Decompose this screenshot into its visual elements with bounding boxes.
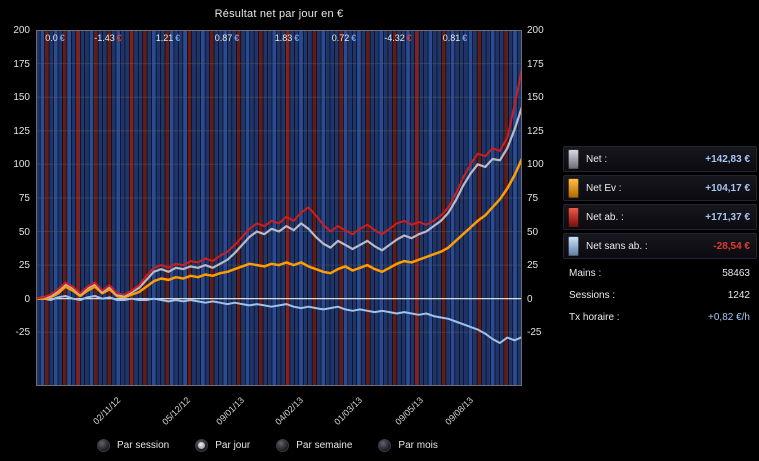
legend-value: +104,17 € xyxy=(705,182,750,194)
x-axis-label: 05/12/12 xyxy=(160,395,193,427)
legend-label: Net : xyxy=(586,153,608,165)
legend-swatch xyxy=(568,236,579,256)
y-axis-left: 200 175 150 125 100 75 50 25 0 -25 xyxy=(0,25,32,386)
y-axis-label: 150 xyxy=(13,92,30,103)
legend-row: Net Ev : +104,17 € xyxy=(563,175,757,201)
stat-label: Mains : xyxy=(569,267,602,279)
stat-row: Sessions : 1242 xyxy=(563,284,757,306)
y-axis-label: 0 xyxy=(24,294,30,305)
y-axis-label: 200 xyxy=(13,25,30,36)
legend-row: Net sans ab. : -28,54 € xyxy=(563,233,757,259)
y-axis-right: 200 175 150 125 100 75 50 25 0 -25 xyxy=(525,25,557,386)
series-line-net xyxy=(36,105,522,300)
chart-title: Résultat net par jour en € xyxy=(214,8,344,20)
y-axis-label: 100 xyxy=(527,159,544,170)
series-line-net-sans-ab xyxy=(36,295,522,344)
x-axis-label: 09/01/13 xyxy=(214,395,247,427)
background-stripes xyxy=(36,30,522,386)
legend-value: +171,37 € xyxy=(705,211,750,223)
legend-label: Net ab. : xyxy=(586,211,624,223)
x-axis-labels: 02/11/12 05/12/12 09/01/13 04/02/13 01/03/13… xyxy=(36,388,522,438)
legend-row: Net ab. : +171,37 € xyxy=(563,204,757,230)
gridlines xyxy=(36,30,522,333)
stat-label: Tx horaire : xyxy=(569,311,620,323)
y-axis-label: -25 xyxy=(527,327,542,338)
series-line-net-ev xyxy=(36,157,522,300)
radio-label: Par session xyxy=(117,440,170,451)
y-axis-label: 150 xyxy=(527,92,544,103)
y-axis-label: 50 xyxy=(18,227,30,238)
x-axis-label: 09/05/13 xyxy=(393,395,426,427)
y-axis-label: 175 xyxy=(527,59,544,70)
view-mode-controls: Par session Par jour Par semaine Par mois xyxy=(97,439,438,452)
legend-swatch xyxy=(568,207,579,227)
radio-icon[interactable] xyxy=(97,439,110,452)
y-axis-label: 75 xyxy=(18,193,30,204)
radio-icon[interactable] xyxy=(276,439,290,452)
x-axis-label: 09/08/13 xyxy=(443,395,476,427)
series-line-net-ab xyxy=(36,67,522,300)
x-axis-label: 02/11/12 xyxy=(90,395,123,427)
x-axis-label: 04/02/13 xyxy=(273,395,306,427)
y-axis-label: 25 xyxy=(18,260,30,271)
stat-value: +0,82 €/h xyxy=(708,311,750,323)
legend-label: Net sans ab. : xyxy=(586,240,648,252)
chart-canvas xyxy=(36,30,522,386)
stat-label: Sessions : xyxy=(569,289,616,301)
legend-value: +142,83 € xyxy=(705,153,750,165)
radio-label: Par jour xyxy=(215,440,251,451)
stat-row: Mains : 58463 xyxy=(563,262,757,284)
y-axis-label: 0 xyxy=(527,294,533,305)
radio-label: Par mois xyxy=(398,440,438,451)
radio-option-par-semaine[interactable]: Par semaine xyxy=(276,439,352,452)
legend-label: Net Ev : xyxy=(586,182,622,194)
stat-value: 58463 xyxy=(722,267,750,279)
stat-value: 1242 xyxy=(727,289,750,301)
radio-icon[interactable] xyxy=(195,439,209,452)
radio-option-par-session[interactable]: Par session xyxy=(97,439,169,452)
legend-panel: Net : +142,83 € Net Ev : +104,17 € Net ab. :… xyxy=(563,146,757,328)
radio-option-par-jour[interactable]: Par jour xyxy=(195,439,250,452)
plot-frame xyxy=(36,30,522,386)
y-axis-label: 125 xyxy=(527,126,544,137)
y-axis-label: 200 xyxy=(527,25,544,36)
radio-label: Par semaine xyxy=(296,440,353,451)
legend-swatch xyxy=(568,149,579,169)
y-axis-label: 50 xyxy=(527,227,539,238)
y-axis-label: 175 xyxy=(13,59,30,70)
chart-plot-area xyxy=(36,30,522,386)
y-axis-label: -25 xyxy=(15,327,30,338)
y-axis-label: 100 xyxy=(13,159,30,170)
legend-swatch xyxy=(568,178,579,198)
y-axis-label: 125 xyxy=(13,126,30,137)
radio-option-par-mois[interactable]: Par mois xyxy=(378,439,438,452)
y-axis-label: 75 xyxy=(527,193,539,204)
y-axis-label: 25 xyxy=(527,260,539,271)
x-axis-label: 01/03/13 xyxy=(332,395,365,427)
legend-value: -28,54 € xyxy=(713,240,750,252)
radio-icon[interactable] xyxy=(378,439,392,452)
stat-row: Tx horaire : +0,82 €/h xyxy=(563,306,757,328)
legend-row: Net : +142,83 € xyxy=(563,146,757,172)
